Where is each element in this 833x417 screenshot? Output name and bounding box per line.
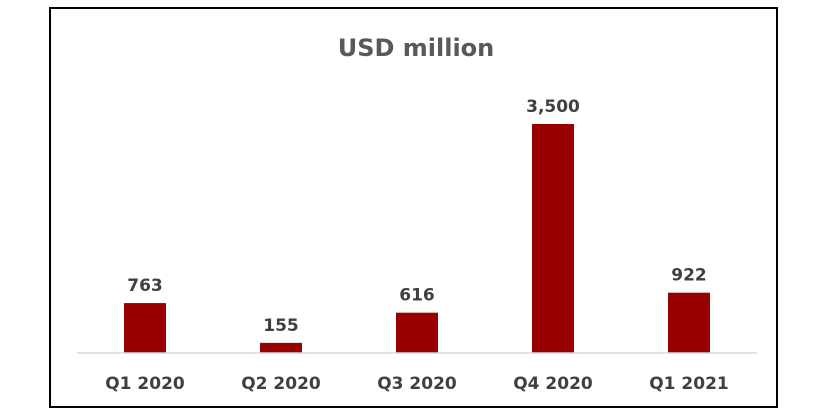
bar-q2-2020 (260, 342, 302, 353)
data-label: 616 (399, 286, 435, 306)
data-labels-group: 763 155 616 3,500 922 (127, 97, 707, 336)
data-label: 922 (671, 266, 707, 286)
bar-q1-2020 (124, 303, 166, 353)
bar-q3-2020 (396, 312, 438, 353)
bar-q1-2021 (668, 292, 710, 353)
bar-q4-2020 (532, 124, 574, 353)
bars-group (124, 124, 710, 353)
x-tick-label: Q4 2020 (513, 374, 593, 394)
x-tick-label: Q1 2021 (649, 374, 729, 394)
x-tick-labels-group: Q1 2020 Q2 2020 Q3 2020 Q4 2020 Q1 2021 (105, 374, 729, 394)
data-label: 763 (127, 276, 163, 296)
data-label: 155 (263, 316, 299, 336)
x-tick-label: Q1 2020 (105, 374, 185, 394)
x-tick-label: Q2 2020 (241, 374, 321, 394)
chart-title: USD million (338, 34, 495, 62)
x-tick-label: Q3 2020 (377, 374, 457, 394)
data-label: 3,500 (526, 97, 580, 117)
